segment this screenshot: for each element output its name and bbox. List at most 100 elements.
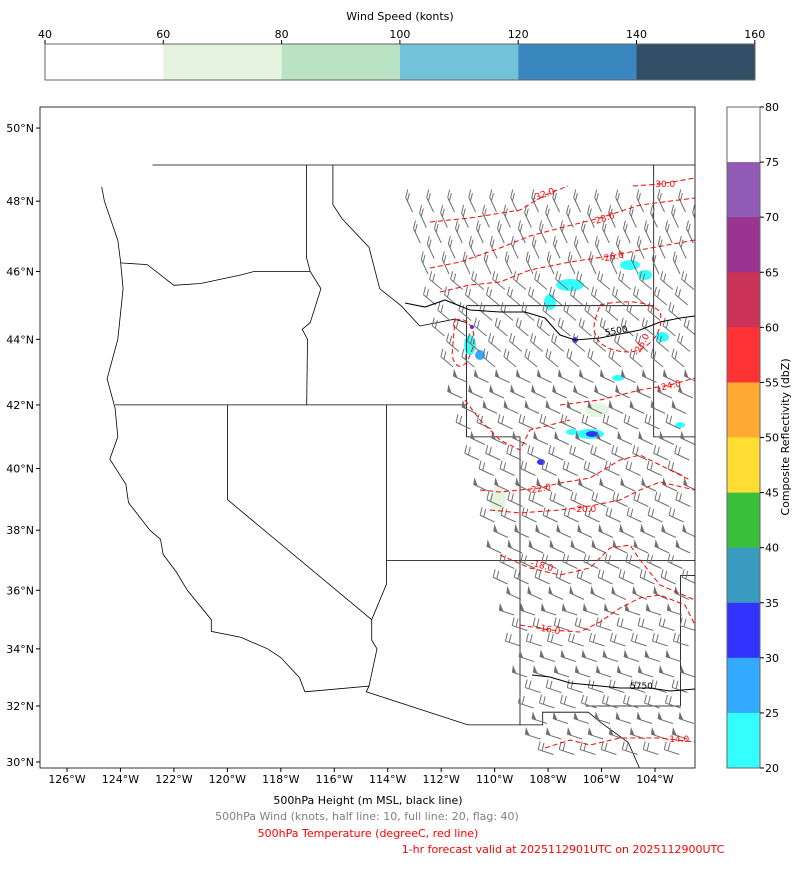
wind-barb-staff [497,421,513,430]
wind-barb-staff [654,499,670,507]
wind-barb-full [495,273,499,282]
wind-barb-staff [545,406,561,414]
wind-barb-staff [485,452,501,461]
wind-barb-full [476,220,479,229]
wind-barb-flag [617,430,622,440]
wind-barb-full [492,271,496,280]
wind-barb-full [626,696,630,705]
wind-barb-staff [644,702,660,709]
wind-barb-flag [447,384,452,394]
wind-barb [618,271,632,290]
wind-barb-staff [581,228,589,244]
wind-barb-full [635,333,639,342]
wind-barb [636,711,653,724]
wind-barb [677,333,691,352]
wind-barb-full [524,304,528,313]
wind-barb-staff [623,228,631,244]
wind-barb-staff [510,243,519,259]
wind-barb-full [563,696,567,705]
wind-barb-staff [604,561,620,569]
wind-barb-staff [538,749,554,755]
wind-barb-flag [683,368,689,378]
wind-barb-full [542,302,546,311]
wind-barb-staff [446,340,460,352]
wind-barb-staff [660,576,676,585]
wind-barb-staff [486,499,502,507]
wind-barb-full [518,220,521,229]
wind-barb-full [530,333,534,342]
wind-barb-flag [640,523,645,533]
wind-barb-staff [547,640,563,647]
wind-barb-full [644,414,648,423]
wind-barb-staff [639,576,655,585]
wind-barb-full [630,508,634,518]
wind-barb-full [489,235,493,245]
wind-barb-staff [470,437,486,445]
wind-barb-full [507,491,511,500]
wind-barb [577,523,593,538]
wind-barb-staff [576,576,592,585]
temp-label: -26.0 [600,250,625,265]
wind-barb-full [611,255,615,264]
reflectivity-colorbar-tick-label: 35 [765,597,779,610]
wind-barb [533,430,549,445]
wind-barb-full [525,632,529,642]
wind-barb [578,317,592,337]
wind-barb [638,430,654,445]
wind-barb-full [639,569,643,578]
wind-barb-staff [653,452,669,461]
wind-barb-staff [587,356,601,368]
lon-tick-label: 120°W [209,773,246,786]
wind-barb [518,220,526,244]
wind-barb-flag [574,665,580,674]
reflectivity-colorbar-segment [727,382,760,438]
reflectivity-colorbar-tick-label: 65 [765,266,779,279]
wind-barb [560,414,576,430]
wind-barb [515,477,531,492]
wind-barb-staff [611,592,627,600]
wind-barb-flag [632,585,637,595]
wind-barb-full [671,348,675,357]
temp-contour [429,185,569,223]
border-line [120,262,311,286]
wind-barb-full [672,251,676,260]
wind-barb-full [616,617,620,626]
wind-barb-full [545,304,549,313]
wind-barb-flag [594,384,599,394]
wind-barb-full [557,618,561,627]
wind-barb-flag [603,603,609,612]
wind-barb-full [618,271,622,280]
wind-colorbar-segment [399,44,519,80]
wind-barb-full [573,289,577,298]
wind-barb-full [426,235,430,245]
wind-barb-full [518,320,522,329]
wind-barb [514,523,530,538]
wind-barb-full [684,273,688,282]
wind-barb-flag [549,539,555,549]
wind-barb [468,384,484,399]
wind-barb-flag [532,665,538,674]
wind-barb [678,235,687,259]
wind-barb [528,539,544,554]
wind-speed-shading [490,486,506,514]
wind-barb-full [570,680,574,689]
wind-barb-staff [678,243,687,259]
wind-barb [683,317,695,336]
wind-barb [662,368,678,383]
wind-barb-staff [464,452,480,461]
reflectivity-echo [566,429,578,435]
wind-barb-full [629,555,632,564]
wind-barb-flag [528,539,534,549]
wind-barb-staff [619,530,635,538]
lat-tick-label: 48°N [6,195,34,208]
wind-barb [527,585,543,600]
wind-barb-staff [506,592,522,600]
wind-barb-staff [546,259,555,275]
wind-barb-flag [557,477,562,487]
wind-barb-full [534,271,538,280]
wind-barb-staff [526,640,542,647]
wind-barb [615,384,631,399]
wind-barb-flag [473,477,478,487]
wind-barb [553,617,570,631]
wind-barb-full [488,333,492,342]
